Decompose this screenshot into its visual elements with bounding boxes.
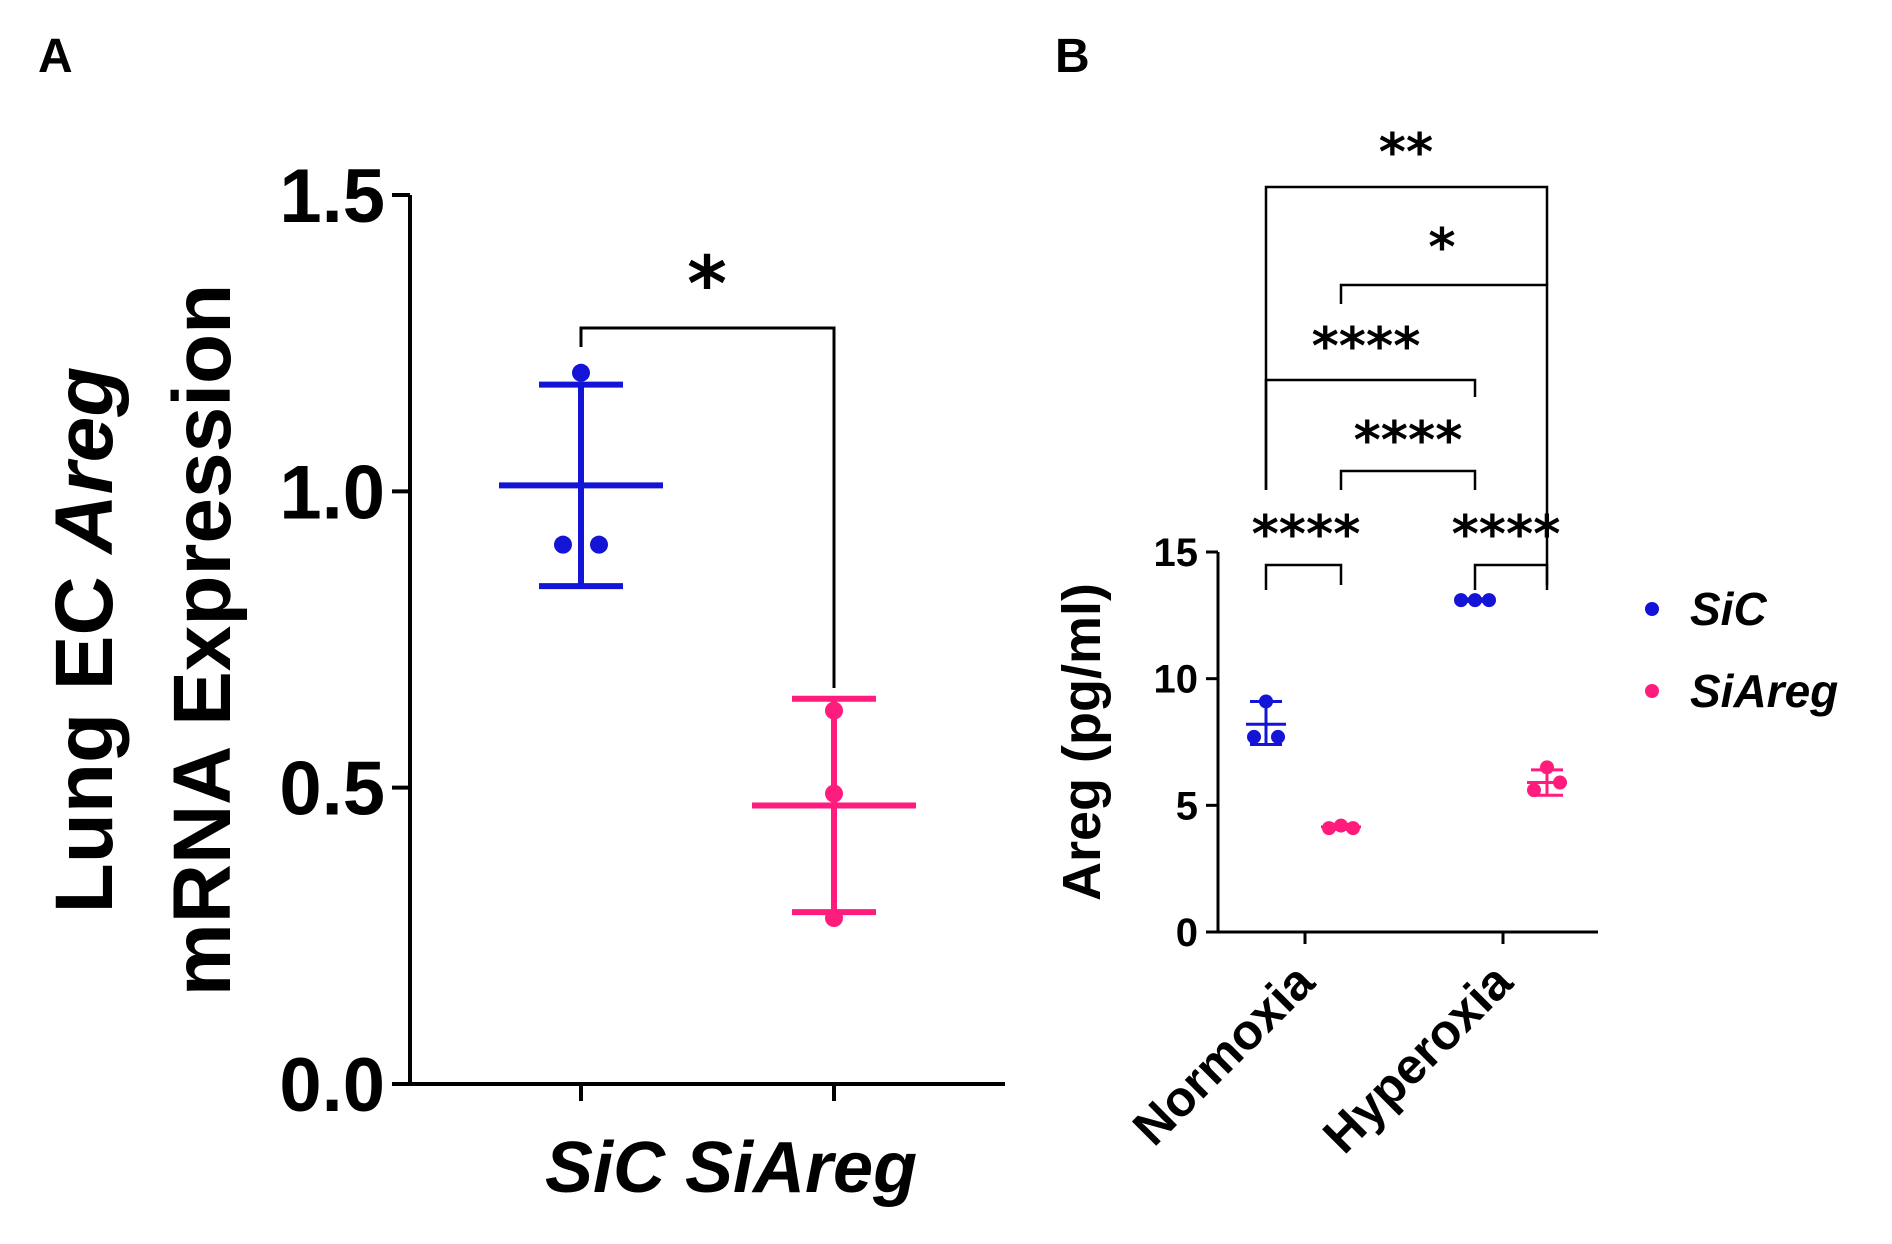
chart-b-sig-bracket [1264,185,1549,490]
chart-b-ytick-label: 0 [1176,911,1198,955]
chart-b-point [1334,818,1348,833]
chart-b-sig-label: **** [1354,411,1463,471]
chart-b-point [1468,593,1482,608]
chart-b-point [1259,694,1273,709]
chart-b-legend: SiC SiAreg [1645,583,1838,717]
chart-b-point [1527,783,1541,798]
chart-a-point [572,363,590,382]
chart-a-ylabel-line1: Lung EC Areg [39,367,130,914]
chart-b-point [1540,760,1554,775]
chart-a-xtick-label: SiAreg [685,1128,917,1208]
chart-a-ylabel-line2: mRNA Expression [157,284,248,996]
panel-a-label: A [38,30,73,83]
chart-b-sig-label: * [1428,218,1455,278]
legend-marker-siareg [1645,684,1659,698]
chart-b-group [1527,760,1567,798]
chart-b-sig-bracket [1473,563,1549,590]
chart-b-sig-bracket [1339,469,1477,490]
chart-a-ylabel-italic: Areg [39,367,130,556]
chart-a-ylabel: Lung EC Areg mRNA Expression [39,284,248,996]
chart-b-group [1246,694,1286,747]
chart-b-point [1247,729,1261,744]
chart-a: 0.0 0.5 1.0 1.5 SiC SiAreg Lung EC Areg mRNA… [39,154,1005,1208]
chart-b-point [1346,821,1360,836]
legend-marker-sic [1645,602,1659,616]
chart-a-xtick-label: SiC [545,1128,666,1208]
chart-b-ytick-label: 15 [1154,531,1199,575]
chart-a-sig-label: * [687,239,727,328]
chart-b-sig-label: **** [1452,505,1561,565]
chart-b-sig-label: ** [1379,123,1433,183]
chart-b-sig-bracket [1339,283,1549,585]
chart-b-ytick-label: 5 [1176,784,1198,828]
legend-label-sic: SiC [1690,583,1767,635]
chart-b-ytick-label: 10 [1154,658,1199,702]
chart-a-ytick-label: 1.5 [279,154,385,239]
chart-a-ytick-label: 0.0 [279,1043,385,1128]
chart-b-point [1322,821,1336,836]
chart-b-xtick-label: Normoxia [1122,952,1326,1156]
chart-b-group [1321,818,1361,836]
chart-b-point [1482,593,1496,608]
chart-b-point [1271,729,1285,744]
chart-a-point [554,535,572,554]
chart-b-xtick-label: Hyperoxia [1312,952,1523,1163]
panel-b-label: B [1055,30,1090,83]
chart-a-point [825,784,843,803]
chart-a-ytick-label: 0.5 [279,747,385,832]
chart-b-sig-bracket [1264,563,1343,590]
chart-a-point [825,909,843,928]
chart-b-point [1454,593,1468,608]
chart-b-point [1553,775,1567,790]
legend-label-siareg: SiAreg [1690,665,1838,717]
chart-a-sig-bracket [579,326,836,688]
chart-a-point [590,535,608,554]
chart-b-ylabel: Areg (pg/ml) [1052,583,1112,901]
chart-a-ytick-label: 1.0 [279,450,385,535]
chart-b-sig-label: **** [1312,317,1421,377]
chart-a-ylabel-prefix: Lung EC [39,553,130,913]
chart-a-point [825,701,843,720]
chart-b-sig-label: **** [1252,505,1361,565]
chart-b-group [1454,593,1496,608]
chart-a-group-siareg [752,695,916,928]
chart-a-group-sic [499,363,663,590]
